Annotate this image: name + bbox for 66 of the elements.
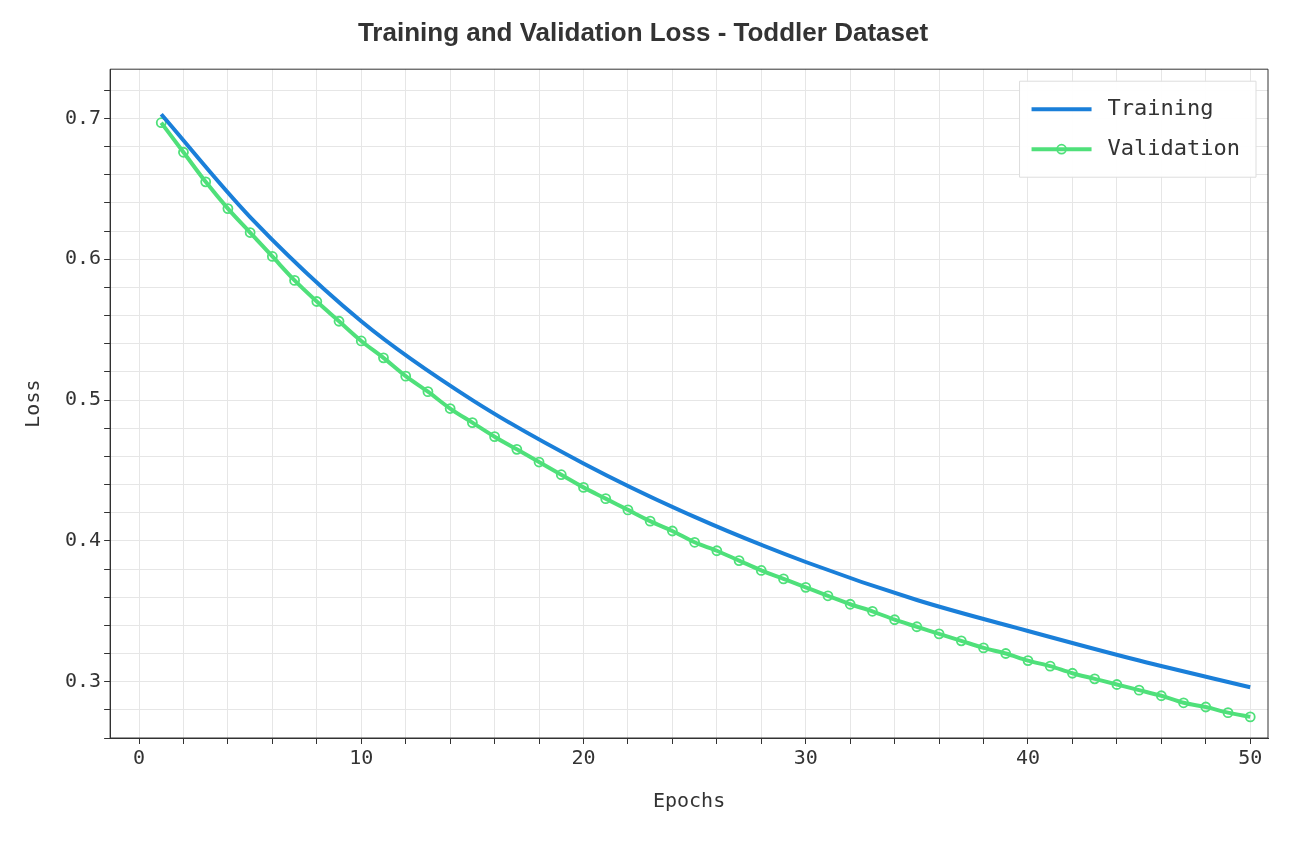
point — [555, 469, 567, 481]
point — [1222, 707, 1234, 719]
point — [178, 146, 189, 158]
point — [1178, 697, 1189, 709]
point — [289, 275, 300, 286]
point — [911, 621, 923, 633]
point — [1244, 711, 1256, 723]
point — [755, 565, 767, 576]
point — [711, 545, 723, 557]
point — [222, 203, 234, 214]
point — [867, 605, 878, 617]
chart-title: Training and Validation Loss - Toddler Dataset — [357, 16, 929, 47]
point — [578, 481, 589, 493]
legend-label: Training — [1107, 94, 1214, 120]
y-tick-label: 0.6 — [65, 245, 102, 270]
point — [844, 598, 856, 610]
point — [889, 614, 901, 626]
x-tick-label: 40 — [1015, 745, 1041, 770]
point — [378, 352, 389, 364]
y-axis-title: Loss — [20, 379, 45, 428]
point — [1200, 701, 1212, 713]
point — [466, 417, 478, 429]
x-tick-label: 20 — [571, 745, 596, 770]
y-tick-label: 0.5 — [65, 386, 102, 411]
x-tick-label: 50 — [1238, 745, 1263, 770]
point — [400, 370, 412, 382]
point — [1089, 673, 1101, 685]
point — [489, 431, 500, 443]
y-tick-label: 0.4 — [65, 527, 102, 552]
point — [689, 536, 701, 548]
y-tick-label: 0.3 — [65, 667, 102, 692]
point — [1000, 648, 1012, 659]
point — [1067, 667, 1078, 679]
point — [1044, 660, 1056, 672]
point — [955, 635, 967, 647]
point — [733, 555, 745, 566]
point — [978, 642, 989, 654]
point — [778, 573, 789, 585]
point — [266, 251, 278, 262]
point — [422, 386, 434, 398]
y-tick-label: 0.7 — [65, 104, 102, 129]
point — [600, 493, 612, 505]
legend-label: Validation — [1107, 134, 1240, 160]
x-axis-title: Epochs — [652, 788, 726, 813]
point — [444, 403, 456, 414]
point — [933, 628, 945, 640]
point — [1155, 690, 1167, 702]
point — [533, 456, 545, 468]
x-tick-label: 10 — [349, 745, 374, 770]
point — [1111, 679, 1123, 690]
x-tick-label: 30 — [793, 745, 818, 770]
point — [244, 227, 256, 238]
point — [200, 176, 212, 188]
point — [644, 515, 656, 527]
point — [333, 315, 345, 327]
point — [155, 117, 167, 129]
point — [666, 525, 678, 537]
point — [622, 504, 634, 516]
point — [311, 296, 323, 307]
point — [355, 335, 367, 347]
point — [1133, 684, 1145, 696]
x-tick-label: 0 — [132, 745, 146, 770]
point — [822, 590, 834, 602]
point — [511, 443, 523, 455]
point — [1022, 655, 1034, 666]
point — [800, 581, 812, 593]
